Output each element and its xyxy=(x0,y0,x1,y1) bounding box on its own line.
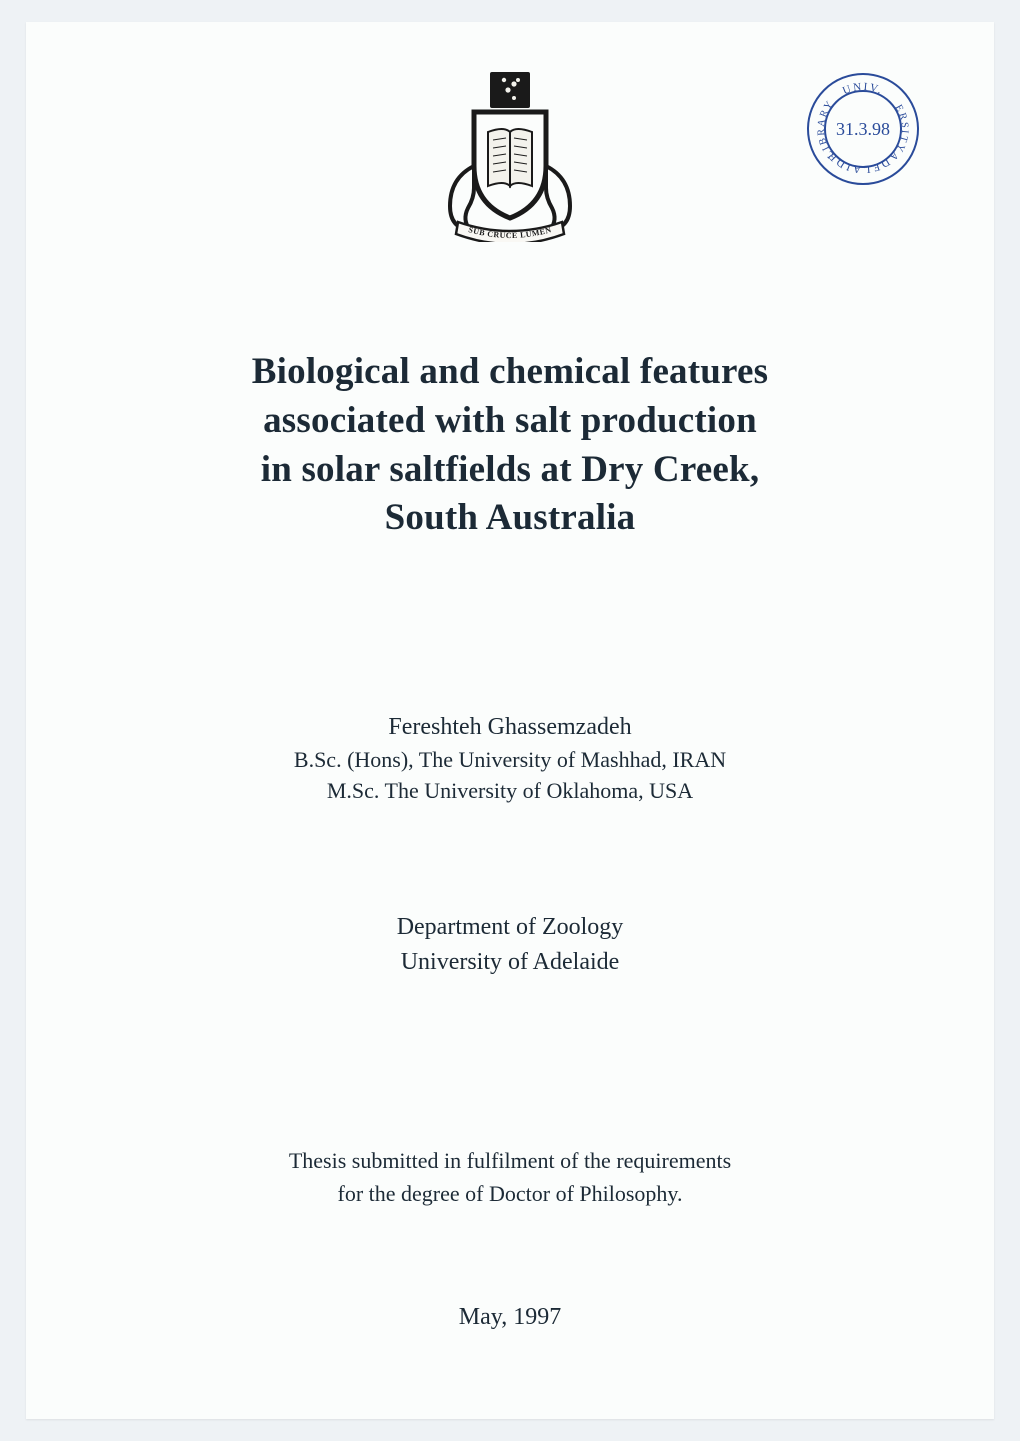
thesis-title: Biological and chemical features associa… xyxy=(26,348,994,543)
author-block: Fereshteh Ghassemzadeh B.Sc. (Hons), The… xyxy=(26,710,994,807)
thesis-statement: Thesis submitted in fulfilment of the re… xyxy=(26,1144,994,1210)
author-qualification-2: M.Sc. The University of Oklahoma, USA xyxy=(26,775,994,806)
thesis-line-2: for the degree of Doctor of Philosophy. xyxy=(26,1177,994,1210)
page: UNIV. ADELAIDE LIBRARY ERSITY 31.3.98 xyxy=(26,22,994,1419)
svg-text:UNIV.: UNIV. xyxy=(841,81,886,98)
department-block: Department of Zoology University of Adel… xyxy=(26,910,994,980)
author-qualification-1: B.Sc. (Hons), The University of Mashhad,… xyxy=(26,744,994,775)
title-line-2: associated with salt production xyxy=(26,397,994,446)
library-stamp: UNIV. ADELAIDE LIBRARY ERSITY 31.3.98 xyxy=(804,70,922,188)
svg-text:ERSITY: ERSITY xyxy=(893,103,910,155)
stamp-left-text: LIBRARY xyxy=(816,98,837,160)
book-icon xyxy=(488,129,532,186)
stamp-top-text: UNIV. xyxy=(841,81,886,98)
thesis-line-1: Thesis submitted in fulfilment of the re… xyxy=(26,1144,994,1177)
department-line-1: Department of Zoology xyxy=(26,910,994,945)
svg-text:LIBRARY: LIBRARY xyxy=(816,98,837,160)
svg-text:ADELAIDE: ADELAIDE xyxy=(825,149,901,176)
university-crest: SUB CRUCE LUMEN xyxy=(444,70,576,242)
stamp-right-text: ERSITY xyxy=(893,103,910,155)
title-line-4: South Australia xyxy=(26,494,994,543)
author-name: Fereshteh Ghassemzadeh xyxy=(26,710,994,744)
title-line-1: Biological and chemical features xyxy=(26,348,994,397)
stamp-date: 31.3.98 xyxy=(836,119,890,139)
department-line-2: University of Adelaide xyxy=(26,945,994,980)
submission-date: May, 1997 xyxy=(26,1304,994,1331)
stamp-bottom-text: ADELAIDE xyxy=(825,149,901,176)
title-line-3: in solar saltfields at Dry Creek, xyxy=(26,446,994,495)
